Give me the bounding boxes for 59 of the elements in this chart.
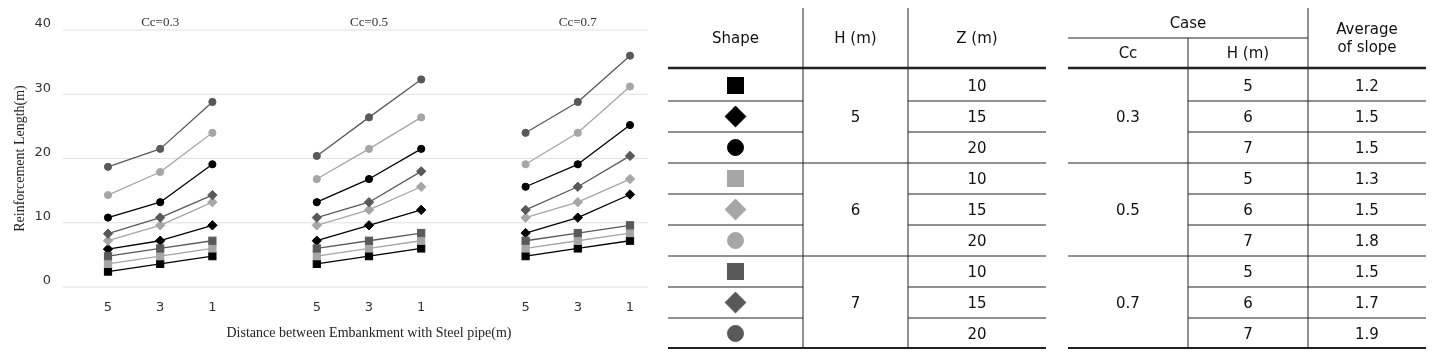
x-tick-label: 5 (521, 299, 530, 314)
text: 0.7 (1116, 293, 1140, 312)
text: 7 (1243, 231, 1253, 250)
x-tick-label: 3 (573, 299, 582, 314)
text: 15 (967, 200, 987, 219)
x-tick-label: 3 (156, 299, 165, 314)
text: 15 (967, 293, 987, 312)
x-tick-label: 5 (312, 299, 321, 314)
text: H (m) (834, 29, 877, 47)
text: 15 (967, 107, 987, 126)
text: 7 (1243, 324, 1253, 343)
text: 10 (967, 262, 987, 281)
text: 6 (850, 200, 861, 219)
text: Cc=0.5 (349, 14, 389, 29)
text: 1.5 (1355, 138, 1379, 157)
y-tick-label: 10 (34, 208, 51, 224)
text: 7 (850, 293, 861, 312)
y-tick-label: 40 (34, 15, 51, 31)
text: 7 (1243, 138, 1253, 157)
text: 1.5 (1355, 200, 1379, 219)
y-tick-label: 30 (34, 79, 51, 95)
text: 5 (1243, 76, 1253, 95)
text: Cc=0.3 (141, 14, 180, 29)
text: Case (1169, 14, 1207, 32)
x-tick-label: 1 (417, 299, 426, 314)
text: 1.5 (1355, 107, 1379, 126)
text: 6 (1243, 293, 1253, 312)
x-tick-label: 5 (103, 299, 113, 314)
text: 0.3 (1116, 107, 1140, 126)
text: 6 (1243, 200, 1253, 219)
x-tick-label: 3 (364, 299, 374, 314)
text: H (m) (1226, 44, 1270, 62)
text: 1.2 (1355, 76, 1379, 95)
text: 20 (967, 138, 987, 157)
text: Cc (1118, 44, 1138, 62)
text: 1.8 (1355, 231, 1379, 250)
text: 5 (850, 107, 861, 126)
text: 10 (967, 169, 987, 188)
text: 5 (1243, 262, 1253, 281)
text: 1.9 (1355, 324, 1379, 343)
text: 5 (1243, 169, 1253, 188)
text: 20 (967, 231, 987, 250)
x-axis-title: Distance between Embankment with Steel pipe(m) (226, 325, 512, 341)
text: 20 (967, 324, 987, 343)
text: 6 (1243, 107, 1253, 126)
text: 1.7 (1355, 293, 1379, 312)
y-tick-label: 20 (34, 143, 51, 159)
text: 1.3 (1355, 169, 1379, 188)
x-tick-label: 1 (208, 299, 217, 314)
text: Shape (712, 29, 759, 47)
text: Average of slope (1336, 20, 1398, 57)
y-axis-title: Reinforcement Length(m) (12, 84, 28, 232)
text: Z (m) (956, 29, 998, 47)
text: Cc=0.7 (558, 14, 598, 29)
text: 0.5 (1116, 200, 1140, 219)
text: 1.5 (1355, 262, 1379, 281)
text: 10 (967, 76, 987, 95)
y-tick-label: 0 (42, 272, 51, 288)
x-tick-label: 1 (625, 299, 635, 314)
